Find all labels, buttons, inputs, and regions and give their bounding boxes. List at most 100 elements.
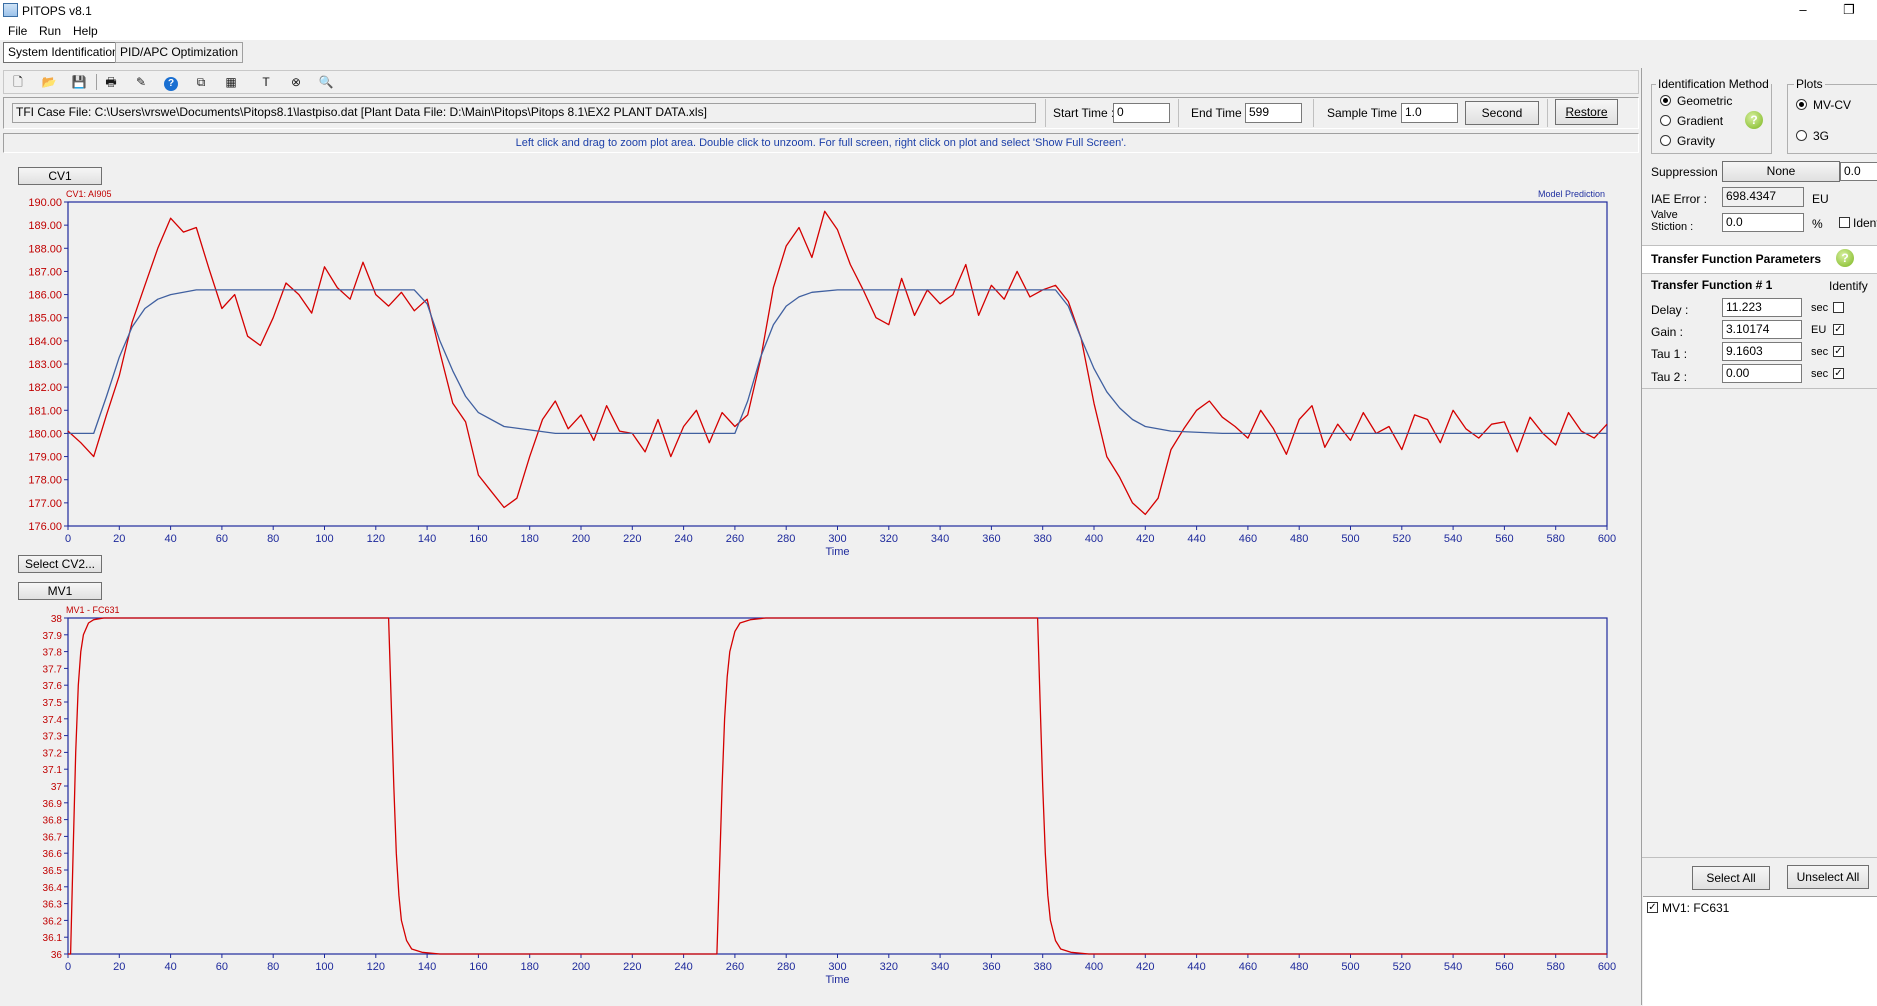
y-tick-label: 38 xyxy=(51,614,63,625)
x-tick-label: 340 xyxy=(931,961,949,973)
x-tick-label: 340 xyxy=(931,533,949,545)
mv-list-item[interactable]: MV1: FC631 xyxy=(1662,901,1730,915)
tau2-unit: sec xyxy=(1811,368,1829,380)
y-tick-label: 178.00 xyxy=(28,475,62,487)
menu-bar: File Run Help xyxy=(0,22,1877,40)
file-info-text: TFI Case File: C:\Users\vrswe\Documents\… xyxy=(12,103,1036,123)
mv-list xyxy=(1643,896,1877,1006)
radio-gravity[interactable] xyxy=(1660,135,1671,146)
end-time-input[interactable]: 599 xyxy=(1245,103,1302,123)
y-tick-label: 37.4 xyxy=(43,715,63,726)
plot-area[interactable] xyxy=(67,617,1608,955)
x-tick-label: 400 xyxy=(1085,533,1103,545)
unselect-all-button[interactable]: Unselect All xyxy=(1787,865,1869,889)
suppression-button[interactable]: None xyxy=(1722,161,1840,182)
gain-input[interactable]: 3.10174 xyxy=(1722,320,1802,339)
copy-icon[interactable]: ⧉ xyxy=(196,75,206,89)
tau1-label: Tau 1 : xyxy=(1651,347,1688,361)
suppression-input[interactable]: 0.0 xyxy=(1840,162,1877,181)
edit-pen-icon[interactable]: ✎ xyxy=(135,75,147,89)
x-tick-label: 300 xyxy=(828,961,846,973)
valve-stiction-input[interactable]: 0.0 xyxy=(1722,213,1804,232)
x-tick-label: 380 xyxy=(1034,533,1052,545)
x-tick-label: 580 xyxy=(1547,533,1565,545)
x-tick-label: 100 xyxy=(315,961,333,973)
valve-stiction-label: Valve Stiction : xyxy=(1651,209,1694,233)
help-icon[interactable]: ? xyxy=(162,73,180,91)
menu-help[interactable]: Help xyxy=(73,24,98,38)
tab-pid-apc-optimization[interactable]: PID/APC Optimization xyxy=(115,42,244,63)
y-tick-label: 37.2 xyxy=(43,748,63,759)
app-icon xyxy=(3,3,18,17)
y-tick-label: 185.00 xyxy=(28,313,62,325)
stiction-identify-checkbox[interactable] xyxy=(1839,217,1850,228)
menu-run[interactable]: Run xyxy=(39,24,62,38)
radio-gradient[interactable] xyxy=(1660,115,1671,126)
tab-system-identification[interactable]: System Identification xyxy=(3,42,124,63)
plots-title: Plots xyxy=(1794,77,1825,91)
y-tick-label: 37.7 xyxy=(43,664,63,675)
gain-identify-checkbox[interactable]: ✓ xyxy=(1833,324,1844,335)
y-tick-label: 36 xyxy=(51,950,63,961)
x-tick-label: 40 xyxy=(164,961,176,973)
y-tick-label: 37.9 xyxy=(43,631,63,642)
y-tick-label: 36.1 xyxy=(43,933,63,944)
y-tick-label: 187.00 xyxy=(28,266,62,278)
y-tick-label: 36.2 xyxy=(43,916,63,927)
x-tick-label: 460 xyxy=(1239,533,1257,545)
mv1-chart[interactable]: 38 37.9 37.8 37.7 37.6 37.5 37.4 37.3 37.2 37.1 37… xyxy=(0,606,1640,1001)
tf-params-title: Transfer Function Parameters xyxy=(1651,252,1822,266)
tau2-input[interactable]: 0.00 xyxy=(1722,364,1802,383)
stiction-identify-label: Ident xyxy=(1853,216,1877,230)
open-folder-icon[interactable]: 📂 xyxy=(41,75,57,89)
save-icon[interactable]: 💾 xyxy=(71,75,87,89)
x-tick-label: 480 xyxy=(1290,533,1308,545)
plot-area[interactable] xyxy=(67,201,1608,527)
new-file-icon[interactable]: 🗋 xyxy=(13,75,23,89)
iae-value: 698.4347 xyxy=(1722,187,1804,207)
delay-identify-checkbox[interactable] xyxy=(1833,302,1844,313)
tau1-input[interactable]: 9.1603 xyxy=(1722,342,1802,361)
method-help-icon[interactable]: ? xyxy=(1745,111,1763,129)
toolbar: 🗋 📂 💾 🖶 ✎ ? ⧉ ▦ T ⊗ 🔍 xyxy=(3,70,1639,94)
radio-geometric[interactable] xyxy=(1660,95,1671,106)
mv1-list-checkbox[interactable]: ✓ xyxy=(1647,902,1658,913)
radio-3g[interactable] xyxy=(1796,130,1807,141)
iae-label: IAE Error : xyxy=(1651,192,1708,206)
tf-params-help-icon[interactable]: ? xyxy=(1836,249,1854,267)
y-tick-label: 190.00 xyxy=(28,197,62,209)
select-cv2-button[interactable]: Select CV2... xyxy=(18,555,102,573)
divider xyxy=(1547,99,1548,127)
y-tick-label: 176.00 xyxy=(28,521,62,533)
y-tick-label: 184.00 xyxy=(28,336,62,348)
x-tick-label: 320 xyxy=(880,533,898,545)
zoom-icon[interactable]: 🔍 xyxy=(318,75,334,89)
select-all-button[interactable]: Select All xyxy=(1692,866,1770,890)
restore-button[interactable]: Restore xyxy=(1555,99,1618,125)
mv1-button[interactable]: MV1 xyxy=(18,582,102,600)
print-icon[interactable]: 🖶 xyxy=(105,75,117,89)
time-unit-button[interactable]: Second xyxy=(1465,101,1539,125)
cv1-button[interactable]: CV1 xyxy=(18,167,102,185)
tau2-identify-checkbox[interactable]: ✓ xyxy=(1833,368,1844,379)
x-tick-label: 320 xyxy=(880,961,898,973)
tau1-identify-checkbox[interactable]: ✓ xyxy=(1833,346,1844,357)
menu-file[interactable]: File xyxy=(8,24,28,38)
sample-time-input[interactable]: 1.0 xyxy=(1401,103,1458,123)
gauge-icon[interactable]: ⊗ xyxy=(290,75,302,89)
x-tick-label: 420 xyxy=(1136,961,1154,973)
maximize-button[interactable]: ❐ xyxy=(1843,2,1855,17)
chart-icon[interactable]: ▦ xyxy=(225,75,237,89)
minimize-button[interactable]: – xyxy=(1799,2,1807,17)
x-axis-label: Time xyxy=(825,546,849,558)
divider xyxy=(1642,857,1877,858)
identification-method-title: Identification Method xyxy=(1656,77,1771,91)
delay-input[interactable]: 11.223 xyxy=(1722,298,1802,317)
zoom-hint: Left click and drag to zoom plot area. D… xyxy=(3,133,1639,153)
y-tick-label: 37.5 xyxy=(43,698,63,709)
y-tick-label: 36.6 xyxy=(43,849,63,860)
start-time-input[interactable]: 0 xyxy=(1113,103,1170,123)
radio-mv-cv[interactable] xyxy=(1796,99,1807,110)
text-icon[interactable]: T xyxy=(262,75,270,89)
cv1-chart[interactable]: 190.00 189.00 188.00 187.00 186.00 185.00 184.… xyxy=(0,190,1640,570)
